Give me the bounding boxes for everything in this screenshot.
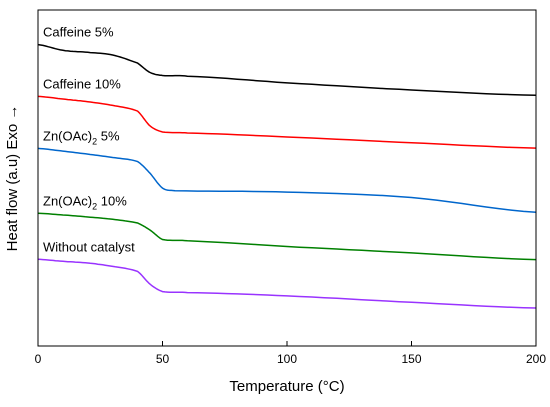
x-tick-label: 0 bbox=[35, 352, 42, 366]
series-line-2 bbox=[37, 95, 537, 149]
series-labels: Caffeine 5% Caffeine 10% Zn(OAc)2 5% Zn(OAc… bbox=[43, 25, 135, 255]
series-label-1: Caffeine 5% bbox=[43, 25, 114, 40]
series-label-2: Caffeine 10% bbox=[43, 76, 121, 91]
series-line-1 bbox=[37, 43, 537, 97]
x-tick-label: 150 bbox=[401, 352, 421, 366]
x-axis-title: Temperature (°C) bbox=[229, 378, 344, 395]
series-line-3 bbox=[37, 147, 537, 214]
series-line-5 bbox=[37, 258, 537, 309]
y-axis-title: Heat flow (a.u) Exo → bbox=[4, 105, 21, 252]
series-line-4 bbox=[37, 212, 537, 261]
x-axis: 0 50 100 150 200 bbox=[35, 341, 546, 366]
x-tick-label: 200 bbox=[526, 352, 546, 366]
series-label-4: Zn(OAc)2 10% bbox=[43, 193, 127, 211]
series-label-5: Without catalyst bbox=[43, 239, 135, 254]
series-label-3: Zn(OAc)2 5% bbox=[43, 128, 120, 146]
plot-area bbox=[37, 43, 537, 309]
x-tick-label: 100 bbox=[277, 352, 297, 366]
x-tick-label: 50 bbox=[156, 352, 170, 366]
